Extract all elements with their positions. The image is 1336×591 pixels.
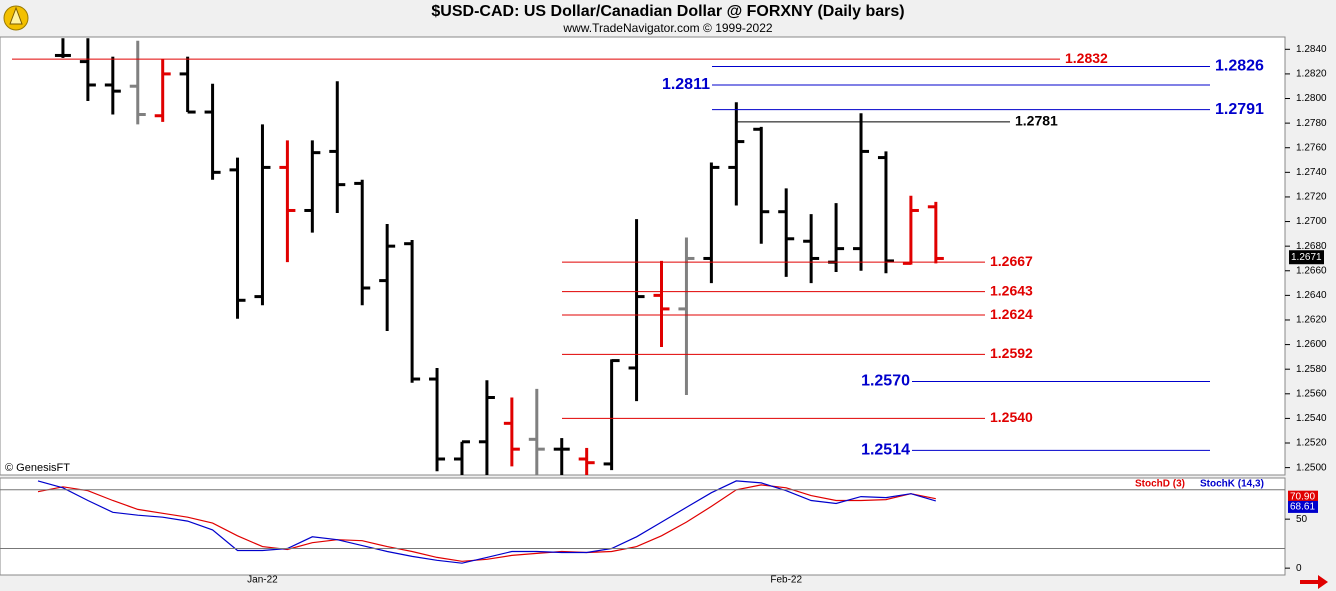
y-tick-label: 1.2500	[1296, 462, 1327, 473]
level-label: 1.2832	[1065, 50, 1108, 66]
last-value-box	[1288, 500, 1318, 513]
y-tick-label: 50	[1296, 514, 1308, 525]
y-tick-label: 1.2820	[1296, 69, 1327, 80]
level-label: 1.2667	[990, 253, 1033, 269]
last-value-box	[1288, 490, 1318, 503]
x-tick-label: Feb-22	[770, 575, 802, 586]
y-tick-label: 1.2520	[1296, 438, 1327, 449]
level-label: 1.2791	[1215, 101, 1264, 118]
legend-entry: StochD (3)	[1135, 479, 1185, 490]
y-tick-label: 1.2700	[1296, 216, 1327, 227]
level-label: 1.2540	[990, 409, 1033, 425]
y-tick-label: 1.2780	[1296, 118, 1327, 129]
chart-subtitle: www.TradeNavigator.com © 1999-2022	[562, 21, 772, 35]
stoch-line	[37, 484, 936, 562]
level-label: 1.2624	[990, 306, 1033, 322]
stoch-line	[37, 480, 936, 564]
y-tick-label: 0	[1296, 563, 1302, 574]
y-tick-label: 1.2600	[1296, 339, 1327, 350]
price-panel	[0, 36, 1286, 476]
y-tick-label: 1.2720	[1296, 192, 1327, 203]
y-tick-label: 1.2660	[1296, 265, 1327, 276]
y-tick-label: 1.2540	[1296, 413, 1327, 424]
y-tick-label: 1.2620	[1296, 315, 1327, 326]
last-value-label: 68.61	[1290, 502, 1315, 513]
x-tick-label: Jan-22	[247, 575, 278, 586]
level-label: 1.2570	[861, 373, 910, 390]
last-price-label: 1.2671	[1291, 252, 1322, 263]
level-label: 1.2514	[861, 442, 910, 459]
y-tick-label: 1.2840	[1296, 44, 1327, 55]
level-label: 1.2592	[990, 345, 1033, 361]
y-tick-label: 1.2760	[1296, 142, 1327, 153]
chart-title: $USD-CAD: US Dollar/Canadian Dollar @ FO…	[431, 3, 904, 20]
level-label: 1.2811	[662, 76, 710, 93]
last-price-box	[1289, 250, 1324, 265]
level-label: 1.2643	[990, 282, 1033, 298]
y-tick-label: 1.2640	[1296, 290, 1327, 301]
level-label: 1.2781	[1015, 113, 1058, 129]
legend-entry: StochK (14,3)	[1200, 479, 1264, 490]
last-value-label: 70.90	[1290, 491, 1315, 502]
y-tick-label: 1.2680	[1296, 241, 1327, 252]
stoch-panel	[0, 477, 1286, 576]
y-tick-label: 1.2800	[1296, 93, 1327, 104]
watermark: © GenesisFT	[5, 462, 70, 474]
scroll-arrow[interactable]	[1300, 575, 1328, 589]
y-tick-label: 1.2740	[1296, 167, 1327, 178]
level-label: 1.2826	[1215, 58, 1264, 75]
logo	[3, 5, 29, 31]
y-tick-label: 1.2560	[1296, 388, 1327, 399]
stoch-lines	[37, 480, 936, 564]
y-tick-label: 1.2580	[1296, 364, 1327, 375]
